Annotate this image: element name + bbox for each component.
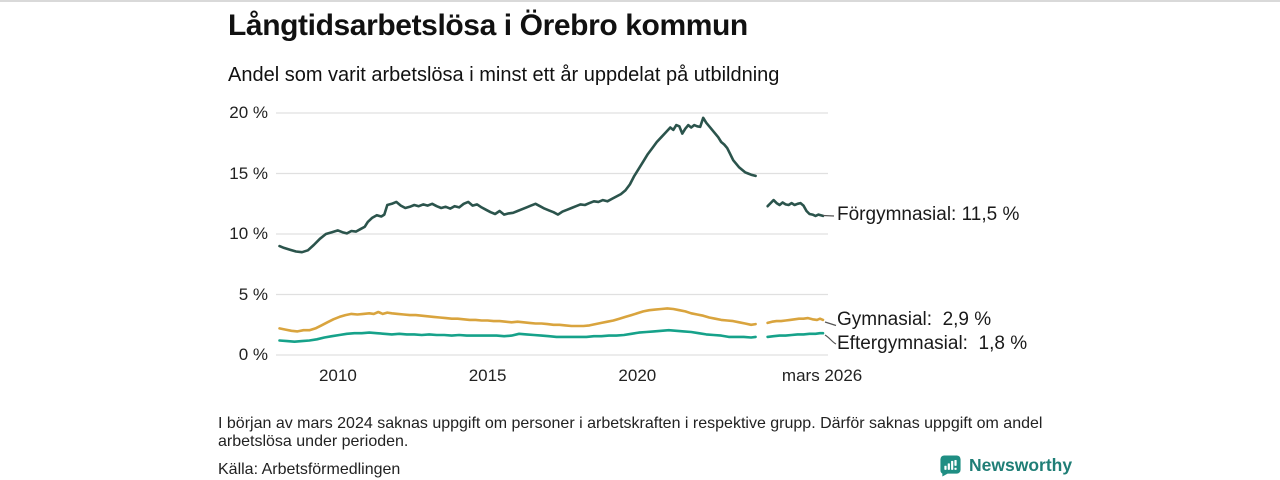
label-leader-line bbox=[824, 334, 837, 345]
x-tick-label: 2015 bbox=[468, 366, 507, 385]
x-tick-label: 2010 bbox=[318, 366, 357, 385]
series-label-gymnasial: Gymnasial: 2,9 % bbox=[837, 309, 992, 330]
page-title: Långtidsarbetslösa i Örebro kommun bbox=[228, 9, 748, 42]
series-label-forgymnasial: Förgymnasial: 11,5 % bbox=[837, 204, 1020, 225]
newsworthy-icon bbox=[940, 455, 961, 477]
footnote: I början av mars 2024 saknas uppgift om … bbox=[218, 415, 1043, 450]
x-tick-label: 2020 bbox=[618, 366, 657, 385]
series-line-förgymnasial bbox=[278, 116, 757, 254]
series-line-eftergymnasial bbox=[766, 331, 825, 339]
newsworthy-wordmark: Newsworthy bbox=[969, 455, 1073, 475]
series-line-eftergymnasial bbox=[278, 328, 757, 344]
chart-subtitle: Andel som varit arbetslösa i minst ett å… bbox=[228, 64, 780, 86]
newsworthy-logo[interactable]: Newsworthy bbox=[939, 454, 1072, 477]
source-label: Källa: Arbetsförmedlingen bbox=[218, 461, 401, 478]
y-tick-label: 20 % bbox=[229, 103, 268, 122]
y-tick-label: 0 % bbox=[238, 345, 268, 364]
label-leader-line bbox=[822, 214, 835, 217]
series-line-förgymnasial bbox=[766, 198, 825, 218]
label-leader-line bbox=[824, 321, 837, 327]
y-tick-label: 15 % bbox=[229, 163, 268, 183]
series-label-eftergymnasial: Eftergymnasial: 1,8 % bbox=[837, 333, 1028, 354]
y-tick-label: 5 % bbox=[238, 284, 268, 304]
y-tick-label: 10 % bbox=[229, 224, 268, 243]
series-line-gymnasial bbox=[766, 316, 825, 325]
series-line-gymnasial bbox=[278, 307, 757, 333]
x-tick-label: mars 2026 bbox=[781, 366, 863, 385]
